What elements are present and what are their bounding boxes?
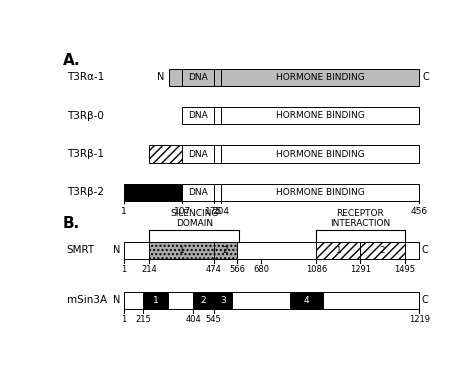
Bar [143, 292, 168, 309]
Text: SMRT: SMRT [66, 245, 95, 255]
Text: HORMONE BINDING: HORMONE BINDING [276, 111, 365, 120]
Text: DNA: DNA [188, 188, 208, 197]
Text: C: C [421, 295, 428, 305]
Text: 680: 680 [253, 265, 269, 275]
Text: N: N [113, 295, 120, 305]
Bar [149, 146, 182, 162]
Bar [213, 107, 221, 124]
Bar [221, 146, 419, 162]
Text: 2: 2 [380, 246, 385, 255]
Bar [213, 242, 237, 259]
Bar [182, 107, 213, 124]
Text: HORMONE BINDING: HORMONE BINDING [276, 149, 365, 159]
Bar [149, 242, 213, 259]
Text: B.: B. [63, 216, 80, 231]
Text: T3Rα-1: T3Rα-1 [66, 72, 104, 82]
Text: 3: 3 [220, 296, 226, 305]
Text: C: C [423, 72, 429, 82]
Bar [182, 184, 213, 201]
Text: 107: 107 [173, 207, 191, 216]
Text: 1: 1 [121, 265, 126, 275]
Bar [213, 69, 221, 86]
Text: 1: 1 [179, 246, 184, 255]
Text: 1: 1 [121, 207, 127, 216]
Text: 1086: 1086 [306, 265, 327, 275]
Bar [169, 69, 182, 86]
Text: 1: 1 [153, 296, 158, 305]
Text: 1291: 1291 [350, 265, 371, 275]
Text: mSin3A: mSin3A [66, 295, 107, 305]
Text: HORMONE BINDING: HORMONE BINDING [276, 188, 365, 197]
Text: T3Rβ-0: T3Rβ-0 [66, 111, 103, 121]
Text: DNA: DNA [188, 111, 208, 120]
Bar [182, 69, 213, 86]
Text: A.: A. [63, 53, 81, 68]
Text: 545: 545 [206, 315, 221, 324]
Text: 474: 474 [206, 265, 221, 275]
Bar [290, 292, 323, 309]
Text: 204: 204 [212, 207, 229, 216]
Bar [221, 107, 419, 124]
Bar [316, 242, 360, 259]
Bar [213, 292, 232, 309]
Bar [221, 69, 419, 86]
Bar [213, 184, 221, 201]
Text: 1495: 1495 [394, 265, 415, 275]
Bar [182, 146, 213, 162]
Bar [124, 242, 419, 259]
Text: 214: 214 [141, 265, 157, 275]
Text: SILENCING
DOMAIN: SILENCING DOMAIN [170, 209, 219, 228]
Bar [221, 184, 419, 201]
Bar [124, 292, 419, 309]
Text: C: C [421, 245, 428, 255]
Text: DNA: DNA [188, 73, 208, 82]
Bar [193, 292, 213, 309]
Text: T3Rβ-2: T3Rβ-2 [66, 187, 104, 197]
Text: HORMONE BINDING: HORMONE BINDING [276, 73, 365, 82]
Text: 2: 2 [201, 296, 206, 305]
Bar [213, 146, 221, 162]
Text: RECEPTOR
INTERACTION: RECEPTOR INTERACTION [330, 209, 391, 228]
Bar [124, 184, 182, 201]
Text: 1219: 1219 [409, 315, 430, 324]
Text: T3Rβ-1: T3Rβ-1 [66, 149, 104, 159]
Bar [360, 242, 404, 259]
Text: 175: 175 [205, 207, 222, 216]
Text: 4: 4 [304, 296, 310, 305]
Text: 566: 566 [229, 265, 246, 275]
Text: 215: 215 [135, 315, 151, 324]
Text: DNA: DNA [188, 149, 208, 159]
Text: 404: 404 [185, 315, 201, 324]
Text: 456: 456 [410, 207, 428, 216]
Text: N: N [113, 245, 120, 255]
Text: N: N [157, 72, 164, 82]
Text: 1: 1 [336, 246, 341, 255]
Text: 2: 2 [223, 246, 228, 255]
Text: 1: 1 [121, 315, 126, 324]
